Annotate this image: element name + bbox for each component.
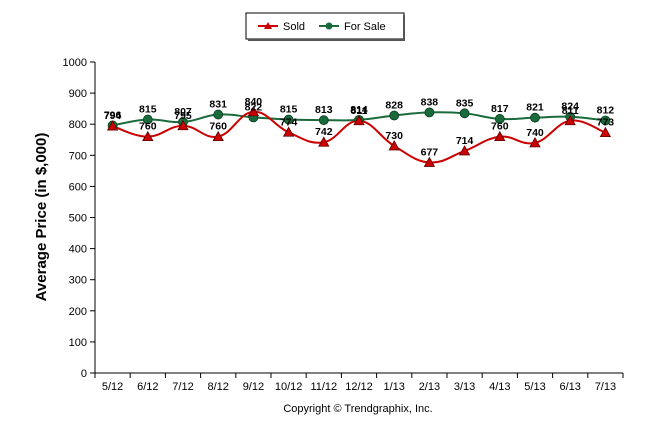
x-tick-label: 2/13 (419, 381, 440, 393)
x-tick-label: 12/12 (345, 381, 373, 393)
data-point-for-sale (600, 115, 611, 126)
x-tick-label: 7/13 (595, 381, 616, 393)
data-label-for-sale: 796 (104, 109, 122, 121)
data-label-for-sale: 838 (421, 96, 439, 108)
data-point-sold (529, 137, 541, 148)
data-label-sold: 760 (139, 121, 157, 133)
y-tick-label: 300 (69, 275, 87, 287)
axes: 0 100 200 300 400 500 600 700 800 900 1000 5/12 6/12… (63, 57, 624, 393)
data-label-sold: 730 (385, 130, 403, 142)
x-tick-label: 7/12 (172, 381, 193, 393)
data-label-sold: 760 (491, 121, 509, 133)
data-label-for-sale: 814 (350, 104, 368, 116)
x-tick-label: 6/12 (137, 381, 158, 393)
y-tick-label: 900 (69, 88, 87, 100)
data-point-sold (212, 130, 224, 142)
data-point-sold (494, 130, 506, 142)
data-label-sold: 742 (315, 126, 333, 138)
y-tick-label: 600 (69, 181, 87, 193)
x-tick-label: 9/12 (243, 381, 264, 393)
data-point-for-sale (459, 108, 470, 119)
x-tick-label: 3/13 (454, 381, 475, 393)
legend-marker-for-sale (325, 22, 333, 30)
data-label-for-sale: 813 (315, 104, 333, 116)
data-point-sold (564, 114, 576, 126)
data-point-sold (282, 126, 295, 137)
data-label-for-sale: 807 (174, 106, 192, 118)
data-point-sold (318, 136, 330, 147)
x-tick-label: 6/13 (559, 381, 580, 393)
data-label-for-sale: 815 (280, 104, 298, 116)
data-label-sold: 794 (104, 110, 122, 122)
y-tick-label: 500 (69, 213, 87, 225)
data-point-sold (599, 126, 612, 137)
copyright-text: Copyright © Trendgraphix, Inc. (283, 403, 432, 415)
data-point-for-sale (213, 109, 224, 120)
data-label-sold: 714 (456, 135, 474, 147)
data-label-for-sale: 812 (597, 104, 615, 116)
y-tick-label: 800 (69, 119, 87, 131)
y-tick-label: 0 (81, 368, 87, 380)
x-tick-label: 4/13 (489, 381, 510, 393)
data-point-sold (423, 156, 436, 167)
data-point-for-sale (530, 112, 540, 123)
x-tick-label: 11/12 (310, 381, 337, 393)
data-point-sold (458, 145, 471, 156)
data-label-sold: 840 (245, 96, 263, 108)
data-label-for-sale: 824 (561, 101, 579, 113)
x-tick-label: 5/12 (102, 381, 123, 393)
y-tick-label: 400 (69, 244, 87, 256)
y-tick-label: 700 (69, 150, 87, 162)
data-label-sold: 811 (351, 105, 368, 117)
data-label-sold: 773 (597, 117, 615, 129)
data-label-for-sale: 828 (385, 99, 403, 111)
data-point-sold (177, 119, 189, 131)
data-point-for-sale (142, 114, 153, 125)
data-label-for-sale: 815 (139, 104, 157, 116)
data-point-for-sale (424, 107, 435, 118)
legend: Sold For Sale (245, 12, 405, 41)
data-label-for-sale: 831 (209, 99, 227, 111)
data-label-for-sale: 817 (491, 103, 509, 115)
y-axis-title: Average Price (in $,000) (33, 133, 50, 302)
data-label-sold: 811 (562, 105, 579, 117)
y-tick-label: 1000 (63, 57, 87, 69)
x-tick-label: 1/13 (383, 381, 404, 393)
data-point-sold (353, 114, 365, 126)
y-tick-label: 100 (69, 337, 87, 349)
legend-label-for-sale: For Sale (344, 21, 386, 33)
data-label-sold: 760 (209, 121, 227, 133)
data-point-for-sale (318, 115, 329, 126)
x-tick-label: 10/12 (275, 381, 303, 393)
data-point-sold (142, 130, 154, 142)
data-point-sold (106, 120, 119, 131)
data-point-for-sale (389, 110, 400, 121)
data-label-sold: 774 (280, 116, 298, 128)
x-tick-label: 5/13 (524, 381, 545, 393)
data-label-sold: 740 (526, 127, 544, 139)
legend-label-sold: Sold (283, 21, 305, 33)
data-point-for-sale (283, 114, 294, 125)
data-point-sold (247, 105, 260, 117)
data-label-sold: 795 (174, 110, 192, 122)
y-tick-label: 200 (69, 306, 87, 318)
legend-marker-sold (264, 22, 272, 29)
x-tick-label: 8/12 (207, 381, 228, 393)
data-label-for-sale: 835 (456, 97, 474, 109)
data-label-for-sale: 821 (526, 102, 544, 114)
data-point-for-sale (494, 114, 505, 124)
data-point-sold (388, 140, 400, 151)
data-label-sold: 677 (421, 146, 439, 158)
data-label-for-sale: 822 (245, 101, 263, 113)
